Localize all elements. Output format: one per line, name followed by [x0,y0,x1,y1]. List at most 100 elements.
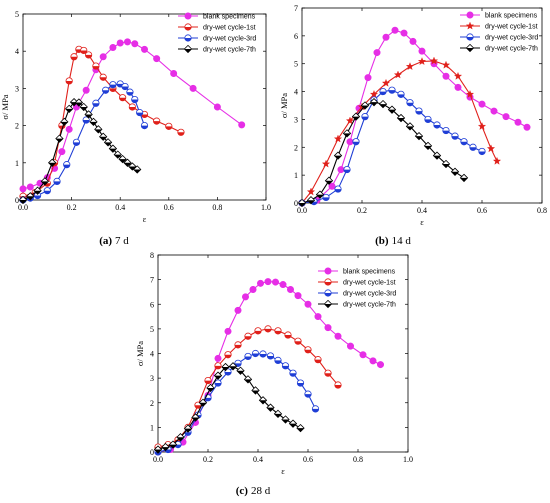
data-point-fill [267,355,274,360]
x-tick-label: 0.2 [203,455,213,464]
data-point [204,376,212,385]
data-point [99,132,108,141]
data-point-fill [126,92,134,96]
data-point [183,424,193,433]
y-tick-label: 6 [150,300,154,309]
series-3 [18,97,142,205]
series-line [22,101,138,201]
legend: blank specimens dry-wet cycle-1st dry-wet … [178,12,256,54]
data-point [94,125,103,134]
data-point-fill [131,99,138,103]
data-point [109,81,117,89]
data-point [18,195,28,205]
data-point [189,84,197,92]
data-point-fill [89,121,98,126]
data-point [251,386,260,395]
data-point-fill [379,91,387,95]
data-point-fill [316,194,324,199]
data-point [236,366,245,375]
data-point-fill [204,397,212,402]
data-point [244,352,252,361]
data-point-fill [80,50,87,54]
data-point [204,394,212,402]
data-point [273,409,283,418]
data-point-fill [221,367,230,371]
data-point-fill [33,190,42,195]
data-point [387,105,397,114]
panel-caption: (a) 7 d [99,235,129,247]
series-3 [297,97,469,208]
data-point [405,62,415,71]
data-point [391,26,399,34]
data-point [26,192,35,201]
data-point-fill [343,169,351,173]
data-point-fill [65,108,73,113]
data-point-fill [334,189,342,193]
data-point [254,327,262,335]
legend-marker [465,43,475,53]
x-tick-label: 1.0 [403,455,413,464]
data-point-fill [252,353,259,357]
data-point [369,97,379,107]
data-point [214,379,222,387]
x-tick-label: 0.0 [297,206,307,215]
data-point-fill [206,387,215,392]
data-point [304,300,312,308]
data-point-fill [169,444,177,449]
caption-text: 14 d [392,235,412,247]
legend-label: blank specimens [203,14,256,21]
data-point [345,116,355,125]
data-point [47,158,57,167]
y-tick-label: 0 [150,448,154,457]
data-point [450,167,460,176]
data-point-fill [424,119,432,123]
data-point [315,190,325,199]
data-point [58,148,66,156]
data-point-fill [184,432,192,436]
data-point [361,113,369,121]
data-point [393,70,403,79]
data-point [304,346,312,354]
data-point-fill [109,84,117,88]
data-point [478,100,486,108]
data-point [364,74,372,82]
data-point-fill [177,132,185,136]
data-point [136,108,144,117]
x-tick-label: 0.8 [353,455,363,464]
data-point [214,354,222,362]
data-point-fill [214,375,222,380]
data-point [406,99,414,107]
data-point [234,341,242,349]
data-point [454,83,462,91]
data-point-fill [259,353,267,358]
y-tick-label: 4 [150,350,154,359]
data-point [99,73,107,81]
data-point [161,442,170,452]
data-point [379,87,387,96]
data-point [502,113,510,121]
data-point [453,71,463,80]
data-point [53,177,61,185]
data-point [465,89,475,98]
data-point [271,278,279,286]
data-point [381,78,391,87]
caption-text: 28 d [251,485,271,497]
data-point [469,143,477,151]
legend-marker [466,11,474,19]
data-point [206,383,215,393]
data-point [264,278,272,286]
data-point-fill [282,365,289,370]
data-point [113,150,122,159]
data-point [378,99,388,109]
y-tick-label: 7 [294,4,298,13]
data-point [177,128,185,136]
data-point [376,361,384,369]
data-point [451,132,459,140]
data-point [288,419,298,428]
chart-panel-2: 0.0 0.2 0.4 0.6 0.8 1.0 0 1 2 3 4 5 6 7 8 ε σ/ MPa blank … [135,251,413,497]
data-point-fill [53,181,61,185]
y-axis-label: σ/ MPa [135,341,145,366]
data-point [296,423,305,433]
data-point [284,331,292,339]
data-point [343,165,351,174]
